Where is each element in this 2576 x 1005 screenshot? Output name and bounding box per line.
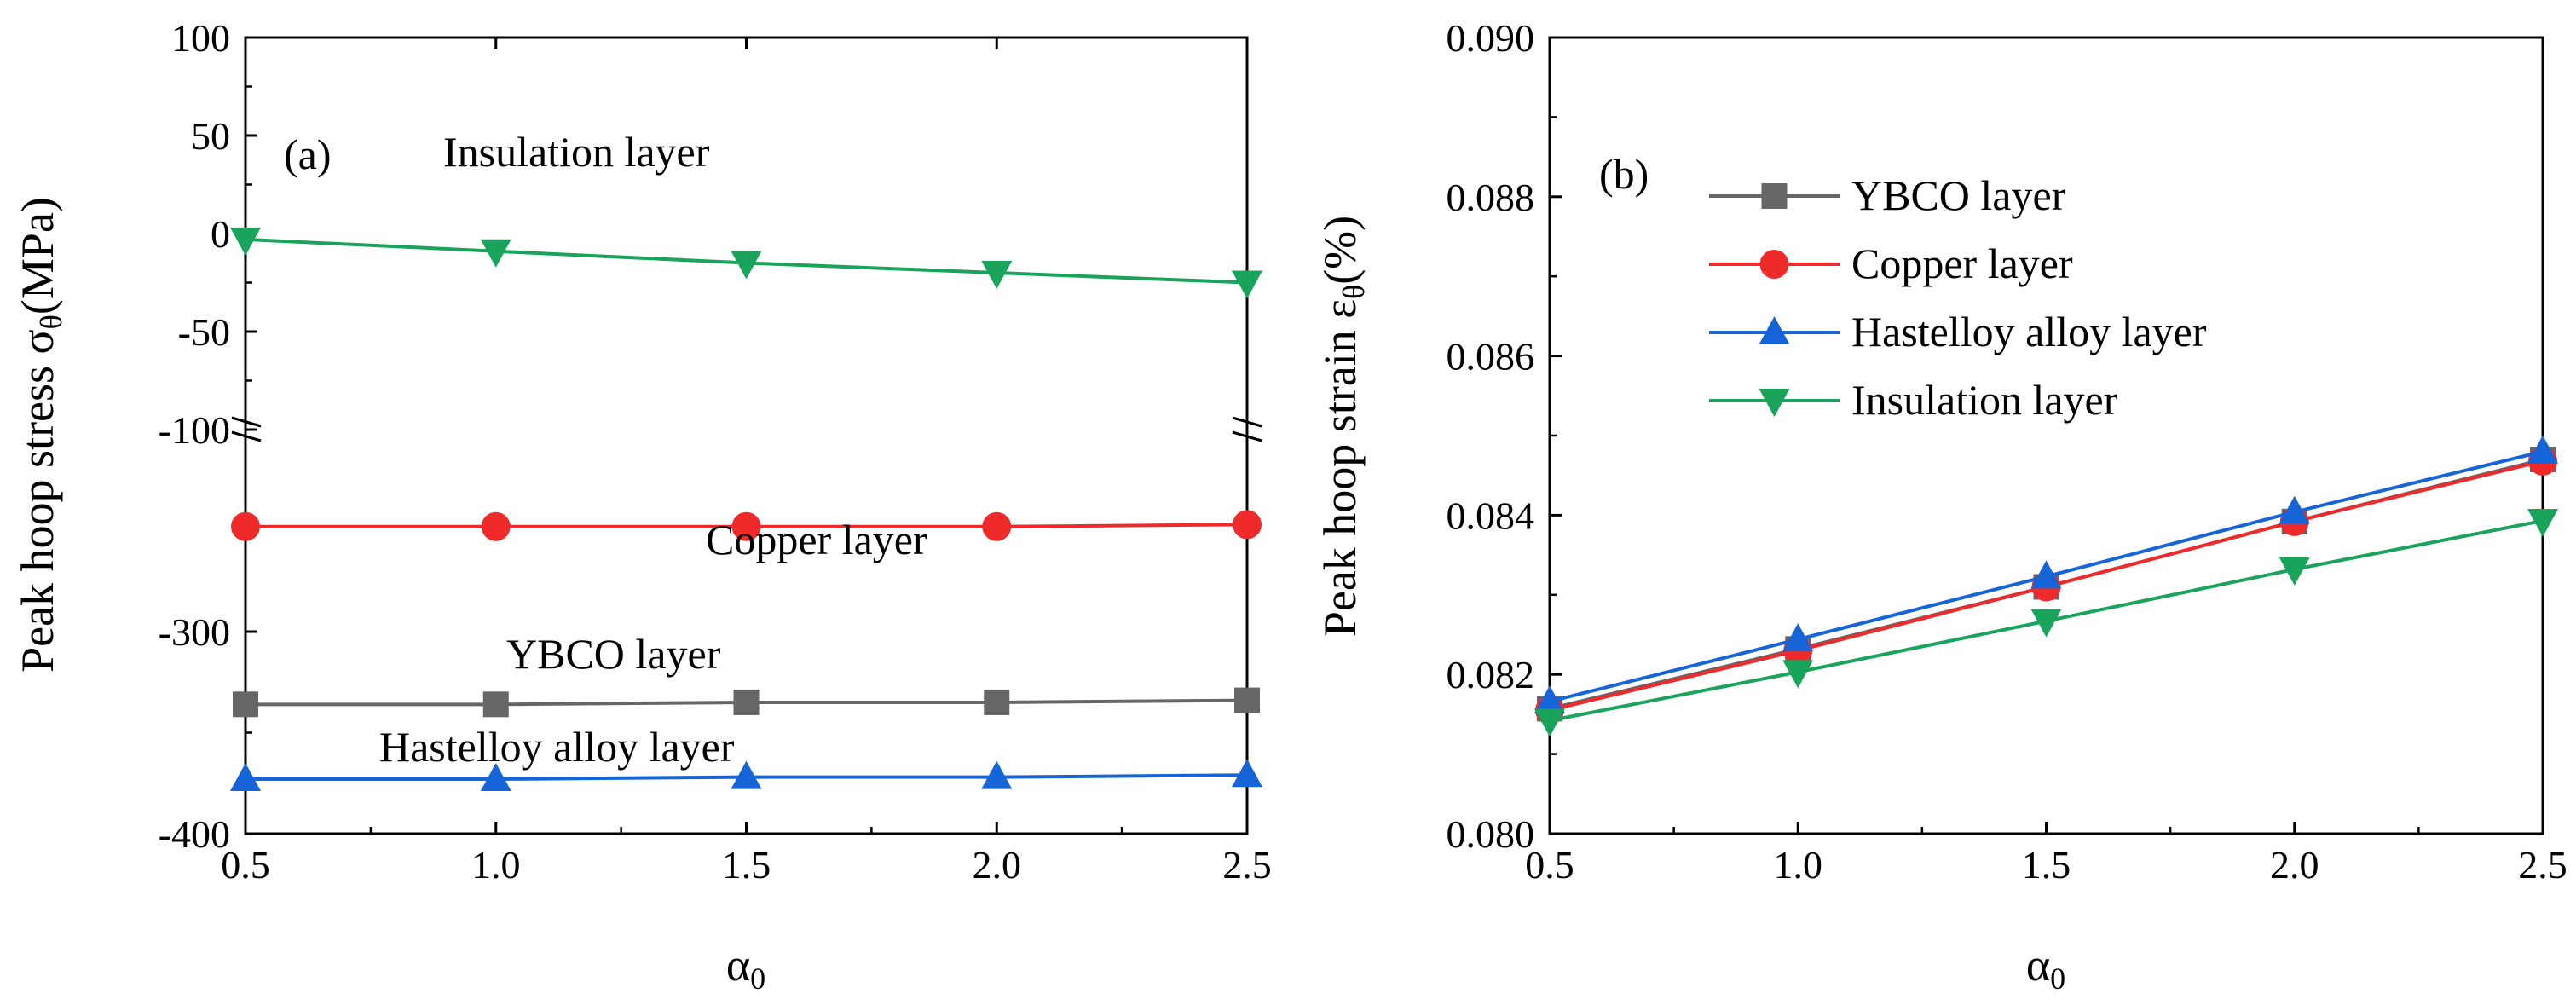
panel-b: (b) 0.5 1.0 1.5 2.0 2.5 0.080 0.082 0.084 0.086…	[1314, 16, 2567, 996]
y-tick-label: -300	[159, 610, 230, 654]
panel-a-series	[230, 227, 1262, 792]
data-point-copper-layer	[231, 511, 260, 541]
data-point-insulation-layer	[1782, 660, 1814, 689]
y-tick-label: 0	[211, 212, 230, 256]
series-annotation-copper-layer: Copper layer	[706, 516, 927, 563]
axis-break-right	[1232, 416, 1262, 442]
panel-a-y-ticks: 100 50 0 -50 -100 -300 -400	[159, 16, 257, 856]
data-point-ybco-layer	[1234, 687, 1260, 713]
data-point-insulation-layer	[731, 251, 762, 280]
data-point-insulation-layer	[2030, 609, 2062, 638]
panel-b-y-axis-label: Peak hoop strain εθ(%)	[1314, 216, 1371, 637]
y-tick-label: 100	[171, 16, 230, 60]
legend-marker-hastelloy-alloy-layer	[1759, 316, 1790, 344]
panel-a-label: (a)	[284, 130, 332, 178]
data-point-insulation-layer	[1232, 270, 1262, 299]
data-point-copper-layer	[982, 511, 1012, 541]
data-point-hastelloy-alloy-layer	[981, 760, 1013, 789]
panel-b-series	[1534, 435, 2558, 737]
panel-a-y-axis-label: Peak hoop stress σθ(MPa)	[12, 197, 68, 673]
x-tick-label: 1.0	[1774, 843, 1823, 887]
panel-a-x-axis-label: α0	[726, 939, 765, 996]
data-point-copper-layer	[481, 511, 511, 541]
data-point-hastelloy-alloy-layer	[731, 760, 762, 789]
data-point-ybco-layer	[984, 689, 1010, 715]
y-tick-label: 0.088	[1447, 176, 1535, 219]
y-tick-label: 0.084	[1447, 494, 1535, 537]
data-point-hastelloy-alloy-layer	[480, 763, 511, 792]
y-tick-label: -400	[159, 812, 230, 856]
data-point-ybco-layer	[482, 691, 509, 718]
data-point-hastelloy-alloy-layer	[230, 763, 261, 792]
x-tick-label: 2.5	[2518, 843, 2567, 887]
axis-break-left	[231, 416, 262, 442]
panel-b-legend: YBCO layer Copper layer Hastelloy alloy la…	[1709, 171, 2207, 424]
data-point-insulation-layer	[981, 261, 1013, 289]
y-tick-label: 0.086	[1447, 335, 1535, 378]
data-point-insulation-layer	[2527, 508, 2558, 537]
legend-marker-ybco-layer	[1761, 183, 1788, 209]
data-point-hastelloy-alloy-layer	[1534, 684, 1565, 713]
panel-b-label: (b)	[1599, 150, 1649, 198]
legend-label-ybco-layer: YBCO layer	[1851, 171, 2066, 219]
y-tick-label: 50	[191, 114, 230, 158]
x-tick-label: 0.5	[221, 843, 270, 887]
y-tick-label: -50	[178, 310, 230, 354]
panel-b-x-axis-label: α0	[2026, 939, 2065, 996]
data-point-hastelloy-alloy-layer	[2030, 560, 2062, 589]
data-point-insulation-layer	[230, 227, 261, 256]
legend-label-hastelloy-alloy-layer: Hastelloy alloy layer	[1851, 308, 2207, 355]
data-point-hastelloy-alloy-layer	[1782, 623, 1814, 652]
x-tick-label: 2.5	[1222, 843, 1272, 887]
x-tick-label: 0.5	[1525, 843, 1574, 887]
data-point-insulation-layer	[1534, 708, 1565, 737]
data-point-copper-layer	[731, 511, 761, 541]
panel-b-y-ticks: 0.080 0.082 0.084 0.086 0.088 0.090	[1447, 16, 1562, 856]
data-point-hastelloy-alloy-layer	[2527, 435, 2558, 464]
panel-a: (a) 0.5 1.0 1.5 2.0 2.5 100 50 0 -50 -100 -300 -40…	[12, 16, 1272, 996]
y-tick-label: 0.090	[1447, 16, 1535, 60]
data-point-ybco-layer	[233, 691, 258, 718]
data-point-hastelloy-alloy-layer	[2279, 495, 2310, 524]
y-tick-label: 0.082	[1447, 653, 1535, 696]
series-annotation-hastelloy-alloy-layer: Hastelloy alloy layer	[379, 723, 735, 771]
legend-marker-copper-layer	[1759, 250, 1789, 279]
x-tick-label: 2.0	[2270, 843, 2319, 887]
data-point-insulation-layer	[2279, 557, 2310, 586]
x-tick-label: 1.5	[722, 843, 771, 887]
data-point-insulation-layer	[480, 239, 511, 268]
legend-marker-insulation-layer	[1759, 389, 1790, 417]
data-point-ybco-layer	[733, 689, 760, 715]
series-annotation-ybco-layer: YBCO layer	[506, 630, 721, 678]
legend-label-insulation-layer: Insulation layer	[1851, 376, 2118, 424]
panel-b-x-ticks: 0.5 1.0 1.5 2.0 2.5	[1525, 822, 2567, 887]
panel-b-frame	[1548, 36, 2544, 835]
legend-label-copper-layer: Copper layer	[1851, 240, 2073, 287]
data-point-copper-layer	[1233, 510, 1262, 540]
y-tick-label: 0.080	[1447, 812, 1535, 856]
x-tick-label: 2.0	[973, 843, 1022, 887]
data-point-hastelloy-alloy-layer	[1232, 759, 1262, 788]
panel-a-annotations: Insulation layer Copper layer YBCO layer Ha…	[379, 128, 927, 771]
panel-a-x-ticks: 0.5 1.0 1.5 2.0 2.5	[221, 38, 1272, 887]
x-tick-label: 1.0	[471, 843, 521, 887]
y-tick-label: -100	[159, 408, 230, 452]
series-annotation-insulation-layer: Insulation layer	[443, 128, 710, 176]
x-tick-label: 1.5	[2022, 843, 2071, 887]
